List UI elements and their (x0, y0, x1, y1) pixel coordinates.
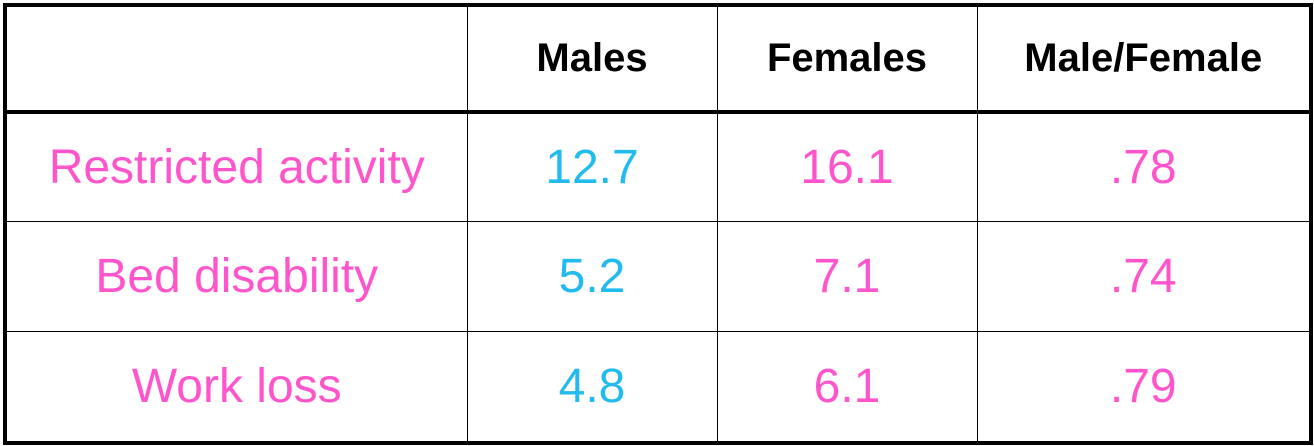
cell-ratio-restricted-activity: .78 (976, 111, 1309, 222)
header-females: Females (716, 7, 977, 114)
cell-males-restricted-activity: 12.7 (466, 111, 717, 222)
cell-females-work-loss: 6.1 (716, 330, 977, 441)
cell-males-bed-disability: 5.2 (466, 221, 717, 332)
cell-ratio-work-loss: .79 (976, 330, 1309, 441)
cell-females-restricted-activity: 16.1 (716, 111, 977, 222)
header-male-female-ratio: Male/Female (976, 7, 1309, 114)
table-row: Bed disability 5.2 7.1 .74 (7, 221, 1309, 332)
table-row: Restricted activity 12.7 16.1 .78 (7, 111, 1309, 222)
cell-females-bed-disability: 7.1 (716, 221, 977, 332)
table-row: Work loss 4.8 6.1 .79 (7, 330, 1309, 441)
data-table: Males Females Male/Female Restricted act… (7, 7, 1309, 441)
cell-males-work-loss: 4.8 (466, 330, 717, 441)
row-label-work-loss: Work loss (7, 330, 467, 441)
cell-ratio-bed-disability: .74 (976, 221, 1309, 332)
data-table-frame: Males Females Male/Female Restricted act… (3, 3, 1313, 445)
header-empty-cell (7, 7, 467, 114)
header-row: Males Females Male/Female (7, 7, 1309, 114)
header-males: Males (466, 7, 717, 114)
row-label-bed-disability: Bed disability (7, 221, 467, 332)
row-label-restricted-activity: Restricted activity (7, 111, 467, 222)
